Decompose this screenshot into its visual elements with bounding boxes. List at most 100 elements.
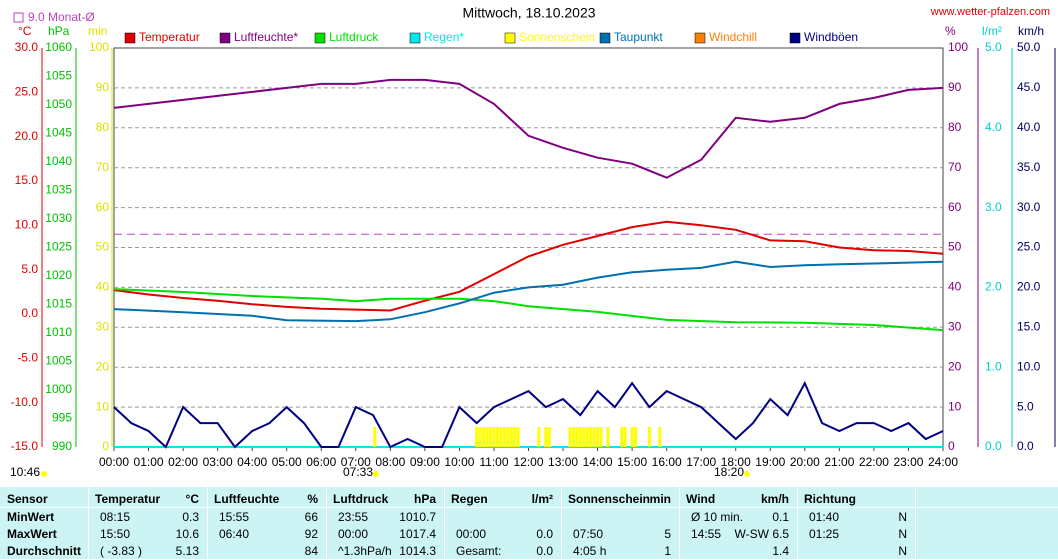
x-tick-label: 18:00 [721,455,751,469]
y-tick-label: 5.0 [21,262,38,276]
y-tick-label: 10 [948,399,962,413]
y-tick-label: 1060 [45,40,72,54]
y-tick-label: 5.0 [985,40,1002,54]
y-tick-label: 30 [948,319,962,333]
sunshine-bar [544,427,548,447]
sunshine-bar [547,427,551,447]
separator [444,487,445,559]
axis-unit: °C [18,24,32,38]
cell-value: 1017.4 [399,527,436,541]
sun-dot [744,471,750,477]
legend-key [124,32,136,44]
sun-dot [373,471,379,477]
y-tick-label: 0.0 [985,439,1002,453]
y-tick-label: 90 [96,80,110,94]
y-tick-label: 15.0 [1017,319,1041,333]
x-tick-label: 03:00 [203,455,233,469]
y-tick-label: 4.0 [985,120,1002,134]
y-tick-label: 1015 [45,297,72,311]
legend-label: Windchill [709,30,757,44]
y-tick-label: 2.0 [985,280,1002,294]
separator [326,487,327,559]
series-line [113,260,944,323]
sunshine-bar [537,427,541,447]
column-title: Sonnenschein [568,492,651,506]
y-tick-label: 80 [96,120,110,134]
y-tick-label: 1040 [45,154,72,168]
cell-value: N [898,527,907,541]
cell-time: Gesamt: [456,544,502,558]
y-tick-label: 20 [948,359,962,373]
cell-value: 1.4 [772,544,789,558]
x-tick-label: 11:00 [479,455,508,469]
y-tick-label: 60 [96,200,110,214]
sunshine-bar [578,427,582,447]
y-tick-label: 50 [948,240,962,254]
cell-value: 0.0 [536,527,553,541]
y-tick-label: -15.0 [11,439,39,453]
y-tick-label: 15.0 [15,173,39,187]
legend-label: Regen* [424,30,464,44]
y-tick-label: 20 [96,359,110,373]
cell-value: 5 [664,527,671,541]
sunshine-bar [509,427,513,447]
y-tick-label: 30 [96,319,110,333]
column-unit: l/m² [531,492,553,506]
cell-time: 14:55 [691,527,722,541]
y-tick-label: 10 [96,399,110,413]
sunshine-bar [513,427,517,447]
cell-value: 0.0 [536,544,553,558]
cell-time: 01:25 [809,527,840,541]
y-tick-label: 40 [96,280,110,294]
legend-key [599,32,611,44]
legend-key [694,32,706,44]
sunshine-bar [599,427,603,447]
legend-key [409,32,421,44]
chart-title: Mittwoch, 18.10.2023 [462,5,595,21]
separator [561,487,562,559]
sunshine-bar [647,427,651,447]
cell-time: 08:15 [100,510,131,524]
y-tick-label: 80 [948,120,962,134]
y-tick-label: 1005 [45,354,72,368]
y-tick-label: 0.0 [21,306,38,320]
x-tick-label: 10:00 [444,455,474,469]
cell-value: 10.6 [175,527,199,541]
column-title: Sensor [7,492,48,506]
y-tick-label: 0 [102,439,109,453]
sunshine-bar [634,427,638,447]
axis-unit: min [88,24,107,38]
sunshine-bar [373,427,377,447]
y-tick-label: 1055 [45,69,72,83]
cell-value: 0.1 [772,510,789,524]
cell-value: 1 [664,544,671,558]
sunshine-bar [568,427,572,447]
x-tick-label: 01:00 [134,455,164,469]
x-tick-label: 19:00 [755,455,785,469]
cell-time: ( -3.83 ) [100,544,143,558]
sunshine-bar [630,427,634,447]
y-tick-label: 70 [948,160,962,174]
column-unit: min [649,492,671,506]
y-tick-label: 20.0 [15,129,39,143]
row-label: MinWert [7,510,55,524]
y-tick-label: 100 [89,40,109,54]
sunshine-bar [516,427,520,447]
column-unit: km/h [760,492,789,506]
series-line [113,78,944,179]
cell-time: 07:50 [573,527,604,541]
x-tick-label: 06:00 [306,455,336,469]
y-tick-label: 45.0 [1017,80,1041,94]
cell-time: 15:50 [100,527,131,541]
x-tick-label: 13:00 [548,455,578,469]
average-key [13,12,24,23]
legend-key [504,32,516,44]
sunshine-bar [495,427,499,447]
cell-value: N [898,544,907,558]
legend-label: Taupunkt [614,30,663,44]
y-tick-label: 5.0 [1017,399,1034,413]
series-line [113,380,944,449]
column-title: Wind [686,492,716,506]
column-title: Richtung [804,492,856,506]
cell-value: 66 [304,510,318,524]
